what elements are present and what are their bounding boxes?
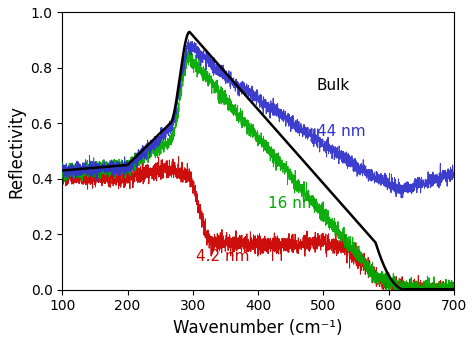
Y-axis label: Reflectivity: Reflectivity xyxy=(7,105,25,197)
Text: 16 nm: 16 nm xyxy=(268,196,317,211)
Text: 4.2 nm: 4.2 nm xyxy=(196,249,249,264)
Text: 44 nm: 44 nm xyxy=(317,124,365,139)
X-axis label: Wavenumber (cm⁻¹): Wavenumber (cm⁻¹) xyxy=(173,319,343,337)
Text: Bulk: Bulk xyxy=(317,78,350,93)
